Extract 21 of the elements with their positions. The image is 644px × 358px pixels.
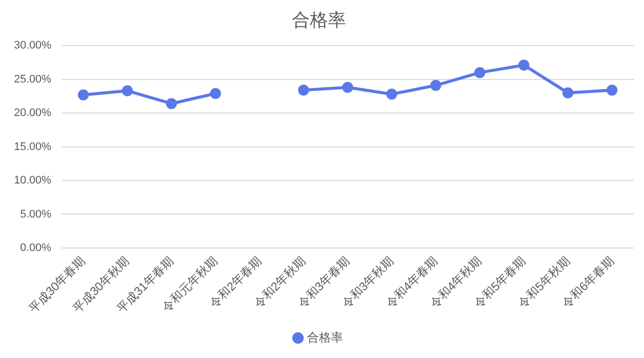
- point: [78, 89, 89, 100]
- y-tick-label: 25.00%: [14, 73, 52, 86]
- point: [342, 82, 354, 93]
- y-tick-label: 10.00%: [14, 174, 52, 187]
- chart-title: 合格率: [292, 10, 346, 30]
- point: [298, 84, 310, 96]
- y-tick-label: 15.00%: [14, 140, 52, 153]
- point: [122, 85, 133, 96]
- point: [166, 98, 177, 110]
- y-tick-label: 20.00%: [14, 107, 52, 120]
- point: [430, 80, 442, 91]
- y-tick-label: 0.00%: [20, 242, 52, 254]
- point: [474, 67, 486, 78]
- point: [562, 87, 574, 98]
- point: [386, 88, 398, 100]
- point: [518, 60, 530, 71]
- point: [210, 88, 221, 99]
- point: [606, 84, 618, 96]
- y-tick-label: 30.00%: [14, 40, 52, 52]
- legend-label: 合格率: [307, 330, 343, 344]
- y-tick-label: 5.00%: [20, 208, 52, 220]
